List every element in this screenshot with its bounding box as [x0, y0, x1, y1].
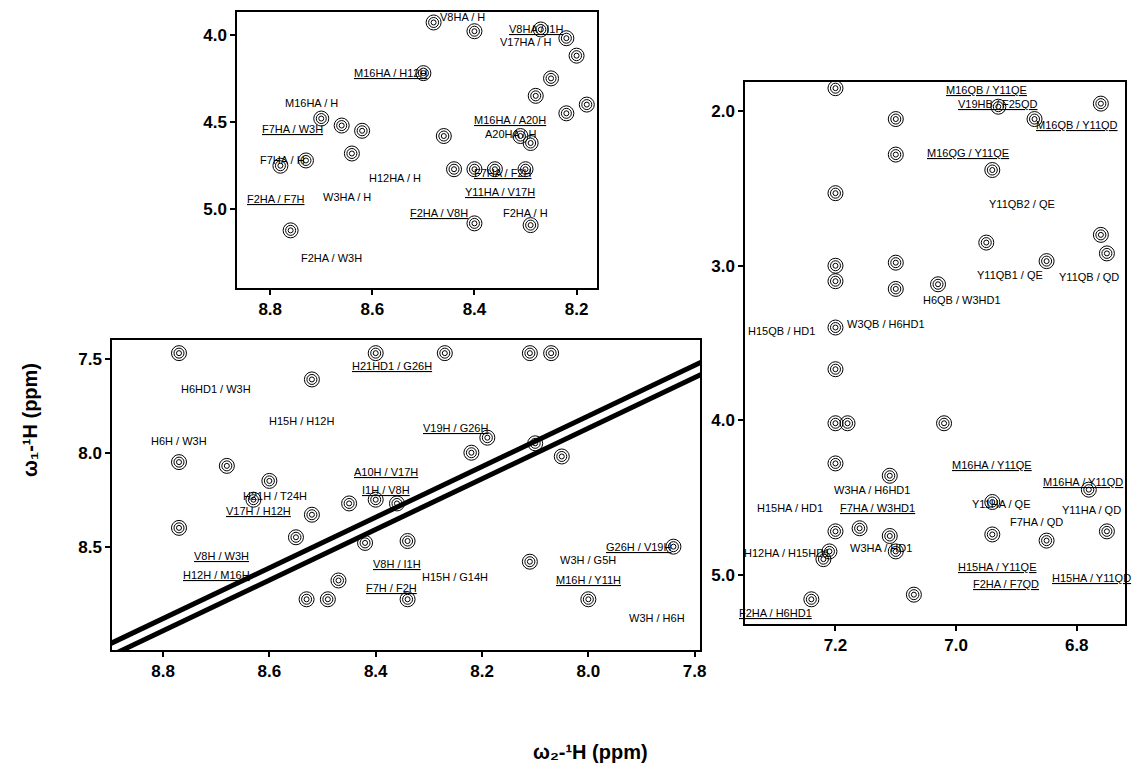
svg-text:8.6: 8.6	[360, 300, 384, 319]
svg-text:5.0: 5.0	[203, 200, 227, 219]
svg-text:M16QB / Y11QD: M16QB / Y11QD	[1036, 119, 1118, 131]
svg-text:F7HA / QD: F7HA / QD	[1010, 516, 1063, 528]
svg-text:I1H / V8H: I1H / V8H	[362, 484, 410, 496]
svg-text:7.8: 7.8	[683, 662, 707, 681]
svg-text:M16HA / H12H: M16HA / H12H	[354, 67, 427, 79]
svg-text:W3HA / HD1: W3HA / HD1	[850, 542, 912, 554]
svg-text:H12H / M16H: H12H / M16H	[183, 569, 250, 581]
svg-text:4.5: 4.5	[203, 113, 227, 132]
svg-text:V19H / G26H: V19H / G26H	[423, 422, 488, 434]
svg-text:Y11HA / V17H: Y11HA / V17H	[465, 186, 535, 198]
svg-text:W3H / G5H: W3H / G5H	[560, 554, 616, 566]
svg-text:M16HA / H: M16HA / H	[285, 97, 338, 109]
svg-text:H15H / H12H: H15H / H12H	[269, 415, 334, 427]
svg-text:F7HA / W3HD1: F7HA / W3HD1	[840, 502, 915, 514]
svg-text:F2HA / W3H: F2HA / W3H	[301, 252, 362, 264]
svg-text:F7HA / F2H: F7HA / F2H	[474, 167, 532, 179]
svg-text:7.5: 7.5	[78, 350, 102, 369]
svg-text:H15HA / HD1: H15HA / HD1	[757, 502, 823, 514]
svg-text:8.4: 8.4	[463, 300, 487, 319]
svg-text:Y11HA / QE: Y11HA / QE	[972, 498, 1031, 510]
svg-text:8.0: 8.0	[78, 444, 102, 463]
svg-text:W3H / H6H: W3H / H6H	[629, 612, 685, 624]
svg-text:H12HA / H15HD1: H12HA / H15HD1	[744, 547, 830, 559]
svg-text:8.8: 8.8	[151, 662, 175, 681]
svg-text:V17H / H12H: V17H / H12H	[226, 505, 291, 517]
svg-text:H6HD1 / W3H: H6HD1 / W3H	[181, 383, 251, 395]
svg-text:F7HA / H: F7HA / H	[260, 154, 305, 166]
svg-text:M16QB / Y11QE: M16QB / Y11QE	[946, 84, 1027, 96]
svg-text:5.0: 5.0	[711, 566, 735, 585]
svg-text:Y11QB / QD: Y11QB / QD	[1059, 271, 1119, 283]
svg-text:8.8: 8.8	[258, 300, 282, 319]
svg-text:8.4: 8.4	[364, 662, 388, 681]
svg-text:3.0: 3.0	[711, 257, 735, 276]
svg-text:7.2: 7.2	[824, 636, 848, 655]
svg-text:ω₁-¹H (ppm): ω₁-¹H (ppm)	[19, 363, 41, 477]
svg-text:H15HA / Y11QD: H15HA / Y11QD	[1052, 572, 1131, 584]
svg-text:V17HA / H: V17HA / H	[500, 36, 551, 48]
svg-text:Y11QB2 / QE: Y11QB2 / QE	[989, 198, 1055, 210]
svg-text:2.0: 2.0	[711, 102, 735, 121]
svg-text:ω₂-¹H (ppm): ω₂-¹H (ppm)	[533, 741, 648, 763]
svg-text:A20HA / H: A20HA / H	[485, 128, 536, 140]
svg-text:F2HA / F7H: F2HA / F7H	[247, 193, 305, 205]
svg-text:7.0: 7.0	[944, 636, 968, 655]
svg-text:V8H / I1H: V8H / I1H	[373, 558, 421, 570]
svg-text:F2HA / F7QD: F2HA / F7QD	[973, 578, 1039, 590]
svg-text:H6H / W3H: H6H / W3H	[151, 435, 207, 447]
svg-text:8.5: 8.5	[78, 538, 102, 557]
svg-text:G26H / V19H: G26H / V19H	[606, 541, 671, 553]
svg-text:W3HA / H6HD1: W3HA / H6HD1	[834, 484, 910, 496]
svg-text:F7HA / W3H: F7HA / W3H	[262, 123, 323, 135]
svg-text:H6QB / W3HD1: H6QB / W3HD1	[923, 294, 1001, 306]
svg-text:V8HA / H: V8HA / H	[440, 11, 485, 23]
svg-text:8.2: 8.2	[470, 662, 494, 681]
svg-text:M16QG / Y11QE: M16QG / Y11QE	[927, 147, 1009, 159]
svg-text:H15QB / HD1: H15QB / HD1	[748, 325, 815, 337]
svg-text:M16H / Y11H: M16H / Y11H	[556, 574, 621, 586]
svg-text:W3HA / H: W3HA / H	[323, 191, 371, 203]
svg-text:4.0: 4.0	[203, 26, 227, 45]
svg-text:8.2: 8.2	[565, 300, 589, 319]
svg-text:F2HA / V8H: F2HA / V8H	[410, 207, 468, 219]
svg-text:Y11QB1 / QE: Y11QB1 / QE	[977, 269, 1043, 281]
svg-text:M16HA / Y11QE: M16HA / Y11QE	[952, 459, 1032, 471]
svg-text:F7H / F2H: F7H / F2H	[366, 582, 417, 594]
svg-text:M16HA / Y11QD: M16HA / Y11QD	[1043, 476, 1123, 488]
svg-text:M16HA / A20H: M16HA / A20H	[474, 114, 546, 126]
svg-text:W3QB / H6HD1: W3QB / H6HD1	[847, 318, 925, 330]
svg-text:6.8: 6.8	[1065, 636, 1089, 655]
svg-text:8.6: 8.6	[258, 662, 282, 681]
svg-text:H15H / G14H: H15H / G14H	[422, 571, 488, 583]
svg-text:V8HA / I1H: V8HA / I1H	[509, 23, 563, 35]
svg-text:H15HA / Y11QE: H15HA / Y11QE	[958, 561, 1036, 573]
svg-text:V8H / W3H: V8H / W3H	[194, 550, 249, 562]
svg-text:F2HA / H6HD1: F2HA / H6HD1	[739, 607, 812, 619]
svg-text:H12HA / H: H12HA / H	[369, 172, 421, 184]
svg-text:V19HB / F25QD: V19HB / F25QD	[958, 98, 1038, 110]
svg-text:H21HD1 / G26H: H21HD1 / G26H	[352, 360, 432, 372]
svg-text:H21H / T24H: H21H / T24H	[243, 490, 307, 502]
svg-text:F2HA / H: F2HA / H	[503, 207, 548, 219]
svg-text:A10H / V17H: A10H / V17H	[354, 466, 418, 478]
svg-text:Y11HA / QD: Y11HA / QD	[1062, 504, 1121, 516]
svg-text:4.0: 4.0	[711, 411, 735, 430]
svg-text:8.0: 8.0	[577, 662, 601, 681]
